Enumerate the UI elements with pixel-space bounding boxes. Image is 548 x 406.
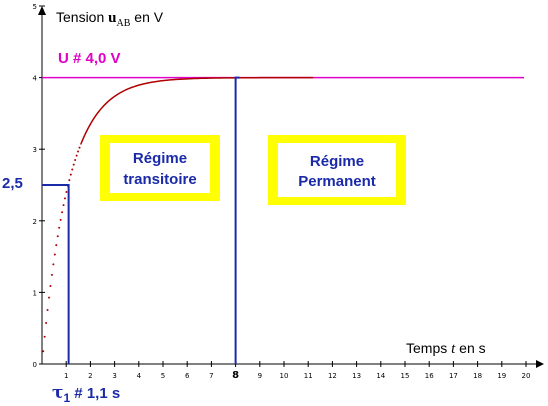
x-tick-label: 14 <box>376 372 385 380</box>
curve-line <box>80 76 314 145</box>
x-tick-label: 13 <box>352 372 361 380</box>
x-tick-label: 8 <box>232 370 239 381</box>
y-tick-label: 1 <box>33 289 37 297</box>
x-tick-label: 1 <box>64 372 68 380</box>
x-tick-label: 17 <box>449 372 458 380</box>
x-tick-label: 6 <box>185 372 190 380</box>
curve-point <box>43 335 46 338</box>
curve-point <box>53 253 56 256</box>
y-ticks: 0 1 2 3 4 5 <box>33 3 45 369</box>
x-tick-label: 2 <box>88 372 92 380</box>
x-tick-label: 12 <box>328 372 337 380</box>
region-box-permanent: Régime Permanent <box>268 135 406 205</box>
curve-point <box>59 218 62 221</box>
y-axis-arrow-icon <box>38 6 46 15</box>
curve-point <box>48 296 51 299</box>
axes <box>38 6 544 368</box>
curve-point <box>58 226 61 229</box>
curve-point <box>52 263 55 266</box>
y-tick-label: 3 <box>33 146 37 154</box>
region-box-transitoire: Régime transitoire <box>100 135 220 201</box>
curve-point <box>72 163 75 166</box>
curve-point <box>77 150 80 153</box>
curve-point <box>71 168 74 171</box>
region-permanent-line2: Permanent <box>298 173 376 190</box>
curve-point <box>55 244 58 247</box>
x-tick-label: 9 <box>258 372 262 380</box>
tau-y-value-label: 2,5 <box>2 175 23 192</box>
curve-point <box>46 308 49 311</box>
y-tick-label: 4 <box>33 75 38 83</box>
region-transitoire-line1: Régime <box>133 150 187 167</box>
region-permanent-line1: Régime <box>310 153 364 170</box>
y-tick-label: 5 <box>33 3 37 11</box>
curve-point <box>61 211 64 214</box>
curve-point <box>63 197 66 200</box>
curve-point <box>78 146 81 149</box>
asymptote-label: U # 4,0 V <box>58 50 121 67</box>
curve-point <box>65 190 68 193</box>
curve-point <box>74 159 77 162</box>
x-axis-arrow-icon <box>536 360 544 368</box>
curve-point <box>75 154 78 157</box>
x-axis-title: Temps t en s <box>406 340 486 357</box>
x-tick-label: 4 <box>137 372 142 380</box>
curve-point <box>56 235 59 238</box>
tau-label: τ1 # 1,1 s <box>52 383 120 405</box>
curve-point <box>45 321 48 324</box>
x-tick-label: 15 <box>401 372 410 380</box>
curve-point <box>68 179 71 182</box>
y-tick-label: 0 <box>33 361 37 369</box>
curve-point <box>42 350 45 353</box>
x-tick-label: 5 <box>161 372 165 380</box>
x-tick-label: 7 <box>209 372 213 380</box>
x-tick-label: 20 <box>522 372 531 380</box>
curve-point <box>49 284 52 287</box>
curve-point <box>50 273 53 276</box>
charge-curve <box>42 76 314 353</box>
curve-point <box>69 173 72 176</box>
x-tick-label: 19 <box>497 372 506 380</box>
x-ticks: 1 2 3 4 5 6 7 8 9 10 11 12 13 14 15 16 17 18 19 20 <box>64 361 530 381</box>
x-tick-label: 16 <box>425 372 434 380</box>
x-tick-label: 11 <box>304 372 313 380</box>
region-transitoire-line2: transitoire <box>123 171 196 188</box>
y-axis-title: Tension uAB en V <box>56 9 164 29</box>
steady-state-marker-line <box>234 76 240 364</box>
tau-marker-line <box>42 184 70 364</box>
x-tick-label: 3 <box>112 372 116 380</box>
y-tick-label: 2 <box>33 218 37 226</box>
x-tick-label: 18 <box>473 372 482 380</box>
x-tick-label: 10 <box>280 372 289 380</box>
curve-point <box>62 204 65 207</box>
